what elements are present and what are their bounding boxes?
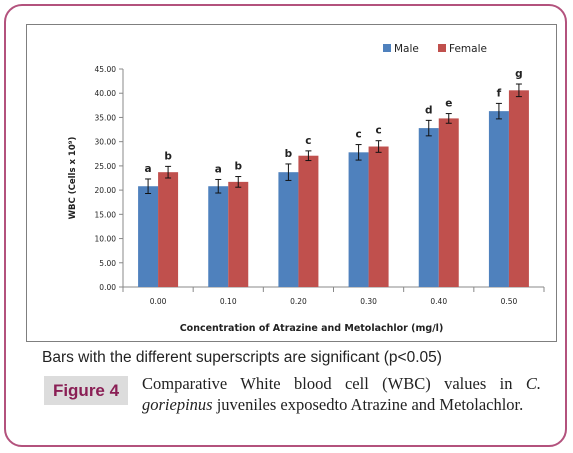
x-axis-title: Concentration of Atrazine and Metolachlo… <box>180 323 444 334</box>
bar-female <box>438 118 459 287</box>
bar-female <box>228 181 249 287</box>
bar-female <box>158 172 179 287</box>
x-tick-label: 0.00 <box>150 297 167 306</box>
significance-letter: a <box>145 163 152 175</box>
bar-chart: 0.00 5.00 10.00 15.00 20.00 25.00 30.00 35.00 40… <box>68 43 545 334</box>
y-tick-label: 45.00 <box>95 65 117 74</box>
significance-letter: c <box>355 129 361 141</box>
y-tick-label: 5.00 <box>99 259 116 268</box>
significance-letter: f <box>497 87 502 99</box>
caption-text-start: Comparative White blood cell (WBC) value… <box>142 374 526 393</box>
y-tick-label: 0.00 <box>99 283 116 292</box>
significance-letter: e <box>445 98 452 110</box>
x-tick-label: 0.20 <box>290 297 307 306</box>
bar-male <box>278 172 299 287</box>
caption-species: C. goriepinus <box>142 374 541 414</box>
y-tick-label: 40.00 <box>95 89 117 98</box>
significance-note: Bars with the different superscripts are… <box>42 349 442 366</box>
x-tick-label: 0.30 <box>360 297 377 306</box>
significance-letter: b <box>285 148 293 160</box>
bar-female <box>368 146 389 287</box>
legend-swatch-female <box>438 44 446 52</box>
bar-male <box>138 186 159 287</box>
x-tick-label: 0.50 <box>501 297 518 306</box>
legend-label-male: Male <box>394 43 419 55</box>
figure-caption: Comparative White blood cell (WBC) value… <box>142 373 541 415</box>
y-tick-label: 30.00 <box>95 138 117 147</box>
significance-letter: c <box>375 125 381 137</box>
significance-letter: b <box>164 150 172 162</box>
y-tick-label: 35.00 <box>95 113 117 122</box>
bar-male <box>418 128 439 287</box>
y-tick-label: 20.00 <box>95 186 117 195</box>
x-tick-label: 0.10 <box>220 297 237 306</box>
y-tick-label: 10.00 <box>95 235 117 244</box>
bar-male <box>208 186 229 287</box>
figure-frame: 0.00 5.00 10.00 15.00 20.00 25.00 30.00 35.00 40… <box>4 4 567 447</box>
y-tick-label: 15.00 <box>95 210 117 219</box>
bar-female <box>298 155 319 287</box>
legend-swatch-male <box>383 44 391 52</box>
significance-letter: b <box>234 161 242 173</box>
significance-letter: c <box>305 135 311 147</box>
significance-letter: g <box>515 68 523 80</box>
bar-male <box>348 152 369 287</box>
significance-letter: d <box>425 104 433 116</box>
bar-female <box>508 90 529 287</box>
x-tick-label: 0.40 <box>430 297 447 306</box>
legend-label-female: Female <box>449 43 487 55</box>
y-axis-title: WBC (Cells x 10⁹) <box>68 137 78 220</box>
y-tick-label: 25.00 <box>95 162 117 171</box>
figure-label: Figure 4 <box>44 376 128 405</box>
caption-text-end: juveniles exposedto Atrazine and Metolac… <box>212 395 524 414</box>
chart-container: 0.00 5.00 10.00 15.00 20.00 25.00 30.00 35.00 40… <box>26 24 557 342</box>
bar-male <box>488 111 509 287</box>
significance-letter: a <box>215 163 222 175</box>
